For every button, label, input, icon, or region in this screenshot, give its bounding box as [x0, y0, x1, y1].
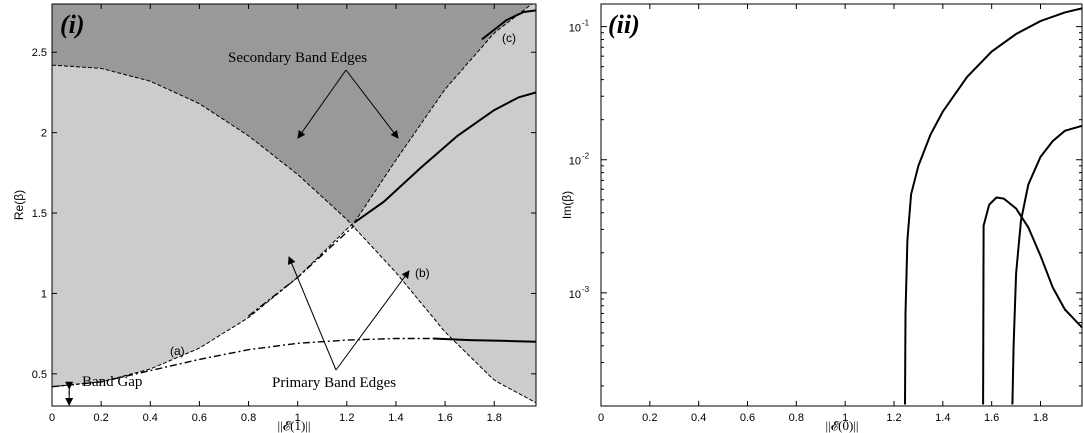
x-tick-label: 1.4 [388, 412, 403, 424]
series-line-1 [982, 196, 1082, 405]
series-line-1 [432, 337, 536, 343]
x-tick-label: 0 [49, 412, 55, 424]
y-tick-label: 1.5 [32, 208, 47, 220]
x-tick-label: 0.8 [241, 412, 256, 424]
x-tick-label: 1.2 [339, 412, 354, 424]
annotation-secondary-band-edges: Secondary Band Edges [228, 50, 367, 66]
y-tick-label: 2.5 [32, 47, 47, 59]
curve-label-a: (a) [170, 344, 185, 358]
primary-arrow-left [287, 256, 337, 371]
y-tick-label: 0.5 [32, 369, 47, 381]
x-tick-label: 1.6 [437, 412, 452, 424]
series-line-0 [52, 337, 433, 388]
band-edge-lower [52, 4, 533, 388]
y-tick-label: 10 [569, 23, 581, 35]
x-tick-label: 1.6 [984, 412, 999, 424]
secondary-arrow-right [345, 69, 399, 139]
y-tick-exponent: -1 [582, 19, 590, 28]
panel-label-i: (i) [60, 10, 85, 39]
allowed-band-region [52, 4, 536, 403]
x-tick-label: 1.4 [935, 412, 950, 424]
y-tick-exponent: -3 [582, 285, 590, 294]
x-tick-label: 1 [842, 412, 848, 424]
x-axis-label-i: ||𝓔(1)|| [277, 418, 310, 433]
secondary-band-region [52, 4, 536, 224]
panel-ii-frame [600, 3, 1083, 407]
x-tick-label: 0.4 [691, 412, 706, 424]
y-tick-label: 10 [569, 289, 581, 301]
series-line-3 [353, 91, 536, 224]
y-tick-label: 1 [41, 288, 47, 300]
series-line-2 [1011, 124, 1082, 405]
panel-ii-background [601, 4, 1082, 406]
panel-ii: 0 0.2 0.4 0.6 0.8 1 1.2 1.4 1.6 1.810-310-210-1 (… [560, 3, 1083, 433]
x-tick-label: 0.6 [740, 412, 755, 424]
x-tick-label: 1.8 [1033, 412, 1048, 424]
panel-i-frame [51, 3, 537, 407]
series-group [52, 9, 536, 388]
x-tick-label: 1.2 [886, 412, 901, 424]
primary-arrow-right [335, 270, 410, 371]
y-tick-label: 10 [569, 156, 581, 168]
band-edge-curves [52, 4, 536, 404]
x-tick-label: 1.8 [487, 412, 502, 424]
y-axis-label-ii: Im(β) [560, 191, 574, 219]
curve-label-b: (b) [415, 266, 430, 280]
y-tick-exponent: -2 [582, 152, 590, 161]
curve-label-c: (c) [502, 31, 516, 45]
axis-ticks: 0 0.2 0.4 0.6 0.8 1 1.2 1.4 1.6 1.810-310-210-1 [569, 4, 1082, 424]
x-tick-label: 0.2 [93, 412, 108, 424]
series-line-0 [904, 7, 1082, 405]
secondary-arrow-left [297, 69, 347, 139]
annotation-primary-band-edges: Primary Band Edges [272, 375, 396, 391]
x-tick-label: 0.4 [143, 412, 158, 424]
axis-ticks: 0 0.2 0.4 0.6 0.8 1 1.2 1.4 1.6 1.8 0.5 1 1.5 2 2.5 [32, 4, 536, 424]
y-axis-label-i: Re(β) [12, 190, 26, 220]
panel-label-ii: (ii) [608, 10, 640, 39]
x-tick-label: 0.8 [789, 412, 804, 424]
x-tick-label: 0 [598, 412, 604, 424]
annotation-arrows [65, 69, 410, 406]
band-regions [52, 4, 536, 403]
panel-i: 0 0.2 0.4 0.6 0.8 1 1.2 1.4 1.6 1.8 0.5 1 1.5 2 2.5 (i… [12, 3, 537, 433]
series-group [904, 7, 1082, 405]
y-tick-label: 2 [41, 128, 47, 140]
series-line-2 [248, 225, 355, 317]
x-tick-label: 1 [295, 412, 301, 424]
x-tick-label: 0.2 [642, 412, 657, 424]
band-edge-upper [52, 64, 536, 404]
annotation-band-gap: Band Gap [82, 374, 142, 390]
x-axis-label-ii: ||𝓔(0)|| [825, 418, 858, 433]
series-line-4 [481, 9, 536, 41]
x-tick-label: 0.6 [192, 412, 207, 424]
